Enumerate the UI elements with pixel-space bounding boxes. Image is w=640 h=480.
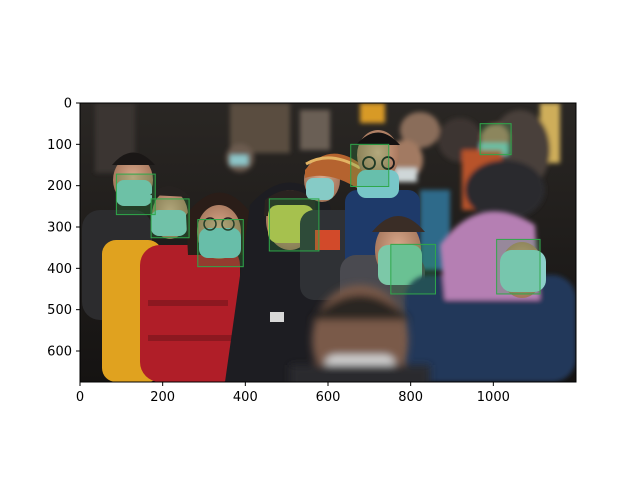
x-tick-label: 400 <box>233 390 258 405</box>
x-tick-label: 600 <box>316 390 341 405</box>
x-tick-label: 0 <box>76 390 84 405</box>
x-axis: 0 200 400 600 800 1000 <box>76 382 510 405</box>
y-tick-label: 200 <box>47 179 72 194</box>
mask-detection-box <box>150 198 190 239</box>
y-tick-label: 500 <box>47 303 72 318</box>
detection-overlay <box>115 123 541 295</box>
x-tick-label: 200 <box>150 390 175 405</box>
y-axis: 0 100 200 300 400 500 600 <box>47 97 80 360</box>
mask-detection-box <box>496 238 541 295</box>
mask-detection-box <box>479 123 512 156</box>
mask-detection-box <box>197 219 244 268</box>
y-tick-label: 100 <box>47 138 72 153</box>
y-tick-label: 300 <box>47 221 72 236</box>
mask-detection-box <box>390 243 436 295</box>
mask-detection-box <box>115 173 156 216</box>
crowd-photo <box>80 103 576 382</box>
y-tick-label: 600 <box>47 345 72 360</box>
mask-detection-box <box>268 198 320 252</box>
y-tick-label: 400 <box>47 262 72 277</box>
y-tick-label: 0 <box>64 97 72 112</box>
mask-detection-box <box>350 143 390 187</box>
x-tick-label: 800 <box>398 390 423 405</box>
x-tick-label: 1000 <box>477 390 510 405</box>
